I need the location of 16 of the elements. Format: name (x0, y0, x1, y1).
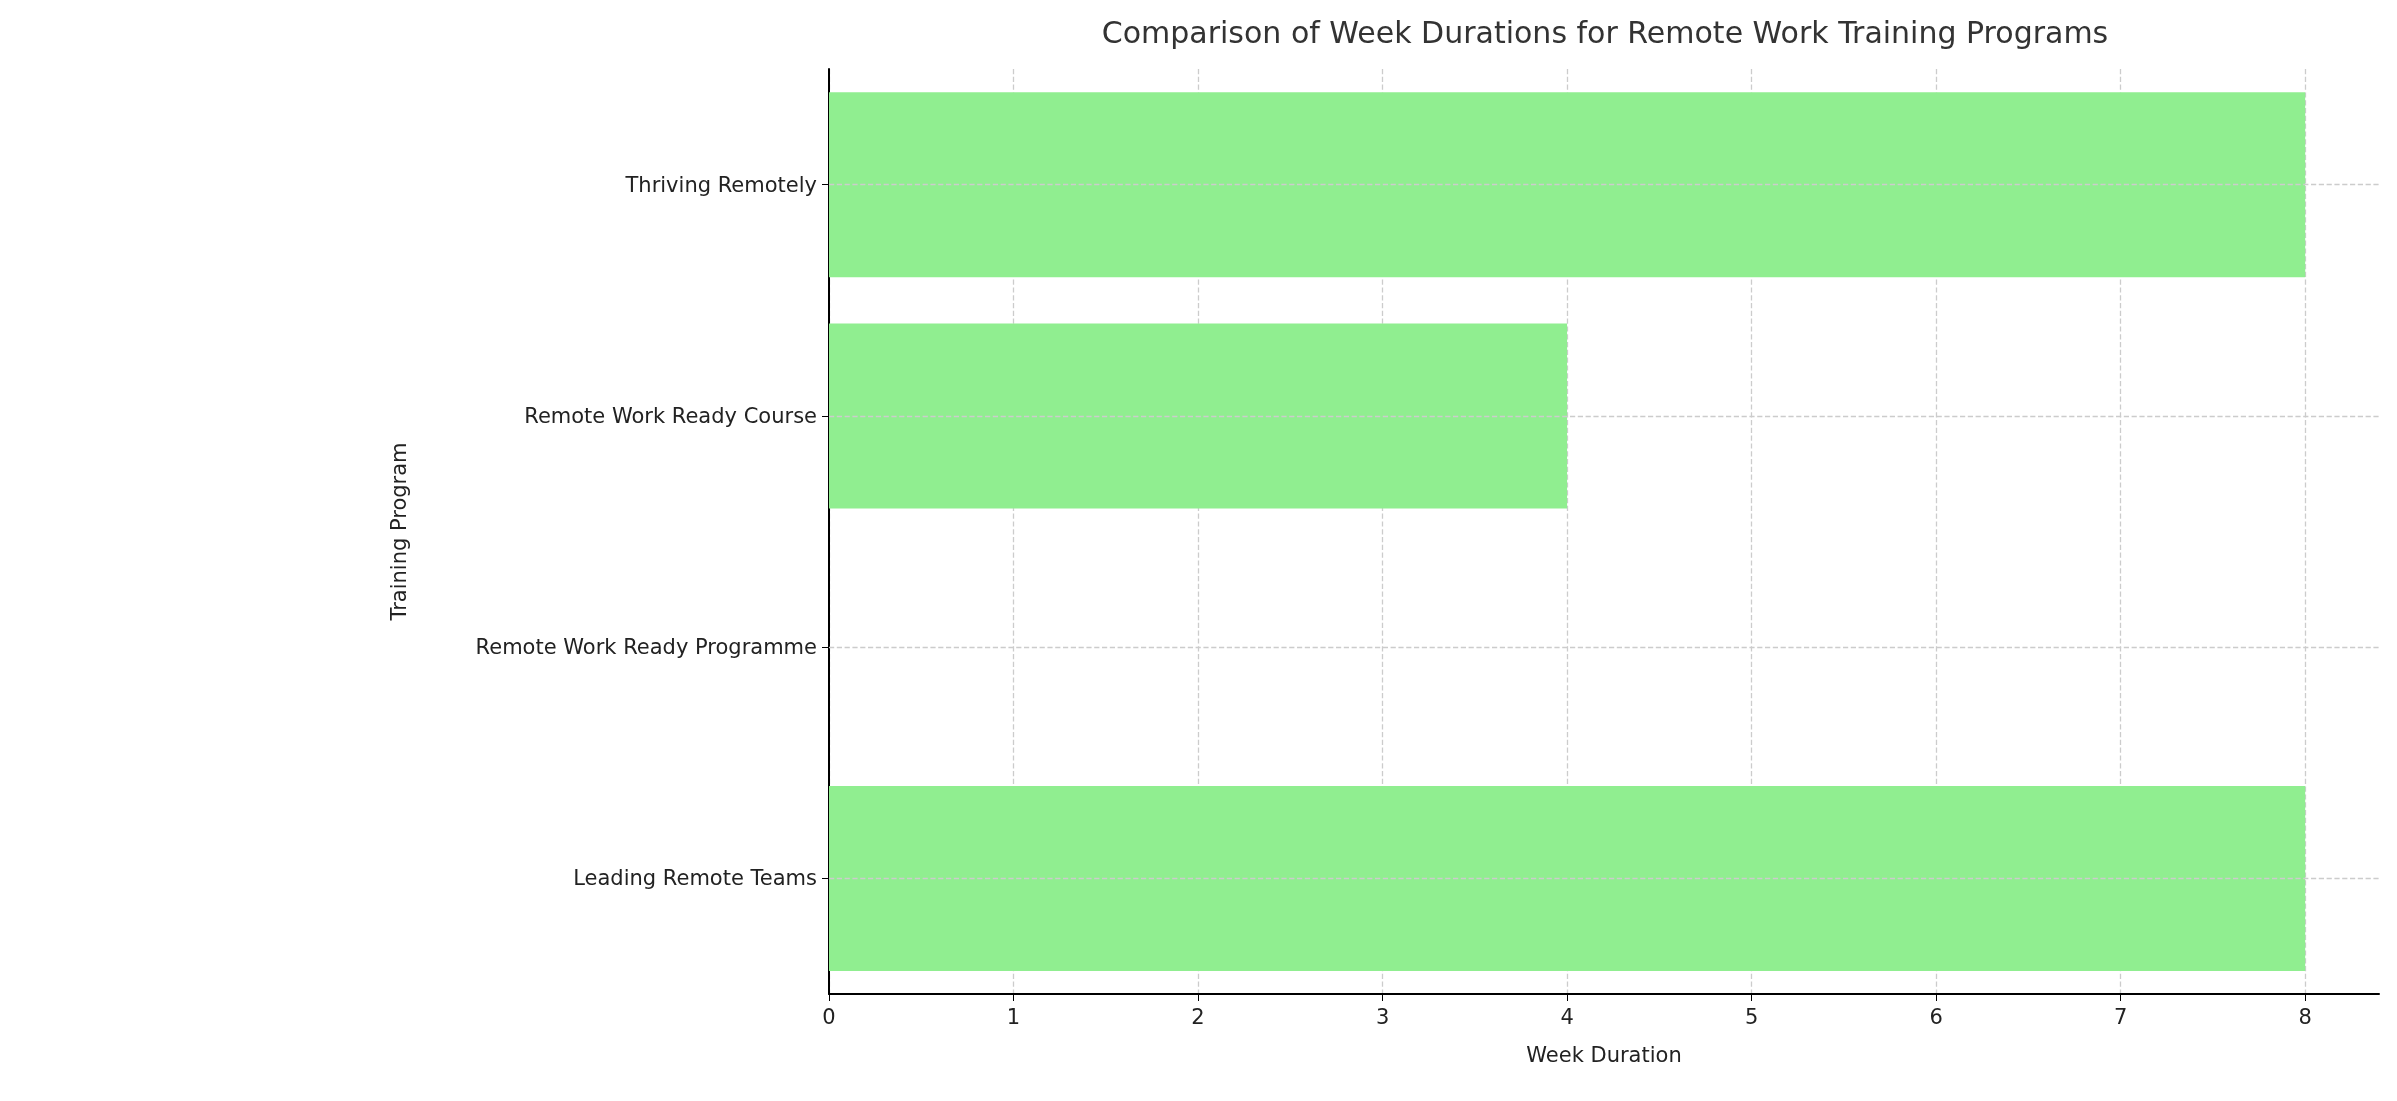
y-tick-label: Remote Work Ready Course (524, 403, 817, 428)
x-tick-label: 6 (1929, 1004, 1943, 1029)
y-tick-label: Leading Remote Teams (573, 866, 817, 891)
x-axis-title: Week Duration (1526, 1042, 1682, 1067)
x-tick-label: 5 (1744, 1004, 1759, 1029)
chart-title: Comparison of Week Durations for Remote Work Training Programs (1101, 14, 2109, 50)
y-axis-title: Training Program (386, 442, 411, 622)
x-tick-label: 1 (1006, 1004, 1021, 1029)
y-tick-label: Remote Work Ready Programme (475, 635, 817, 660)
x-tick-label: 4 (1560, 1004, 1574, 1029)
x-tick-label: 2 (1191, 1004, 1205, 1029)
x-tick-label: 3 (1375, 1004, 1390, 1029)
y-tick-label: Thriving Remotely (624, 172, 817, 197)
x-tick-label: 0 (822, 1004, 836, 1029)
x-tick-label: 7 (2113, 1004, 2128, 1029)
x-tick-label: 8 (2298, 1004, 2312, 1029)
